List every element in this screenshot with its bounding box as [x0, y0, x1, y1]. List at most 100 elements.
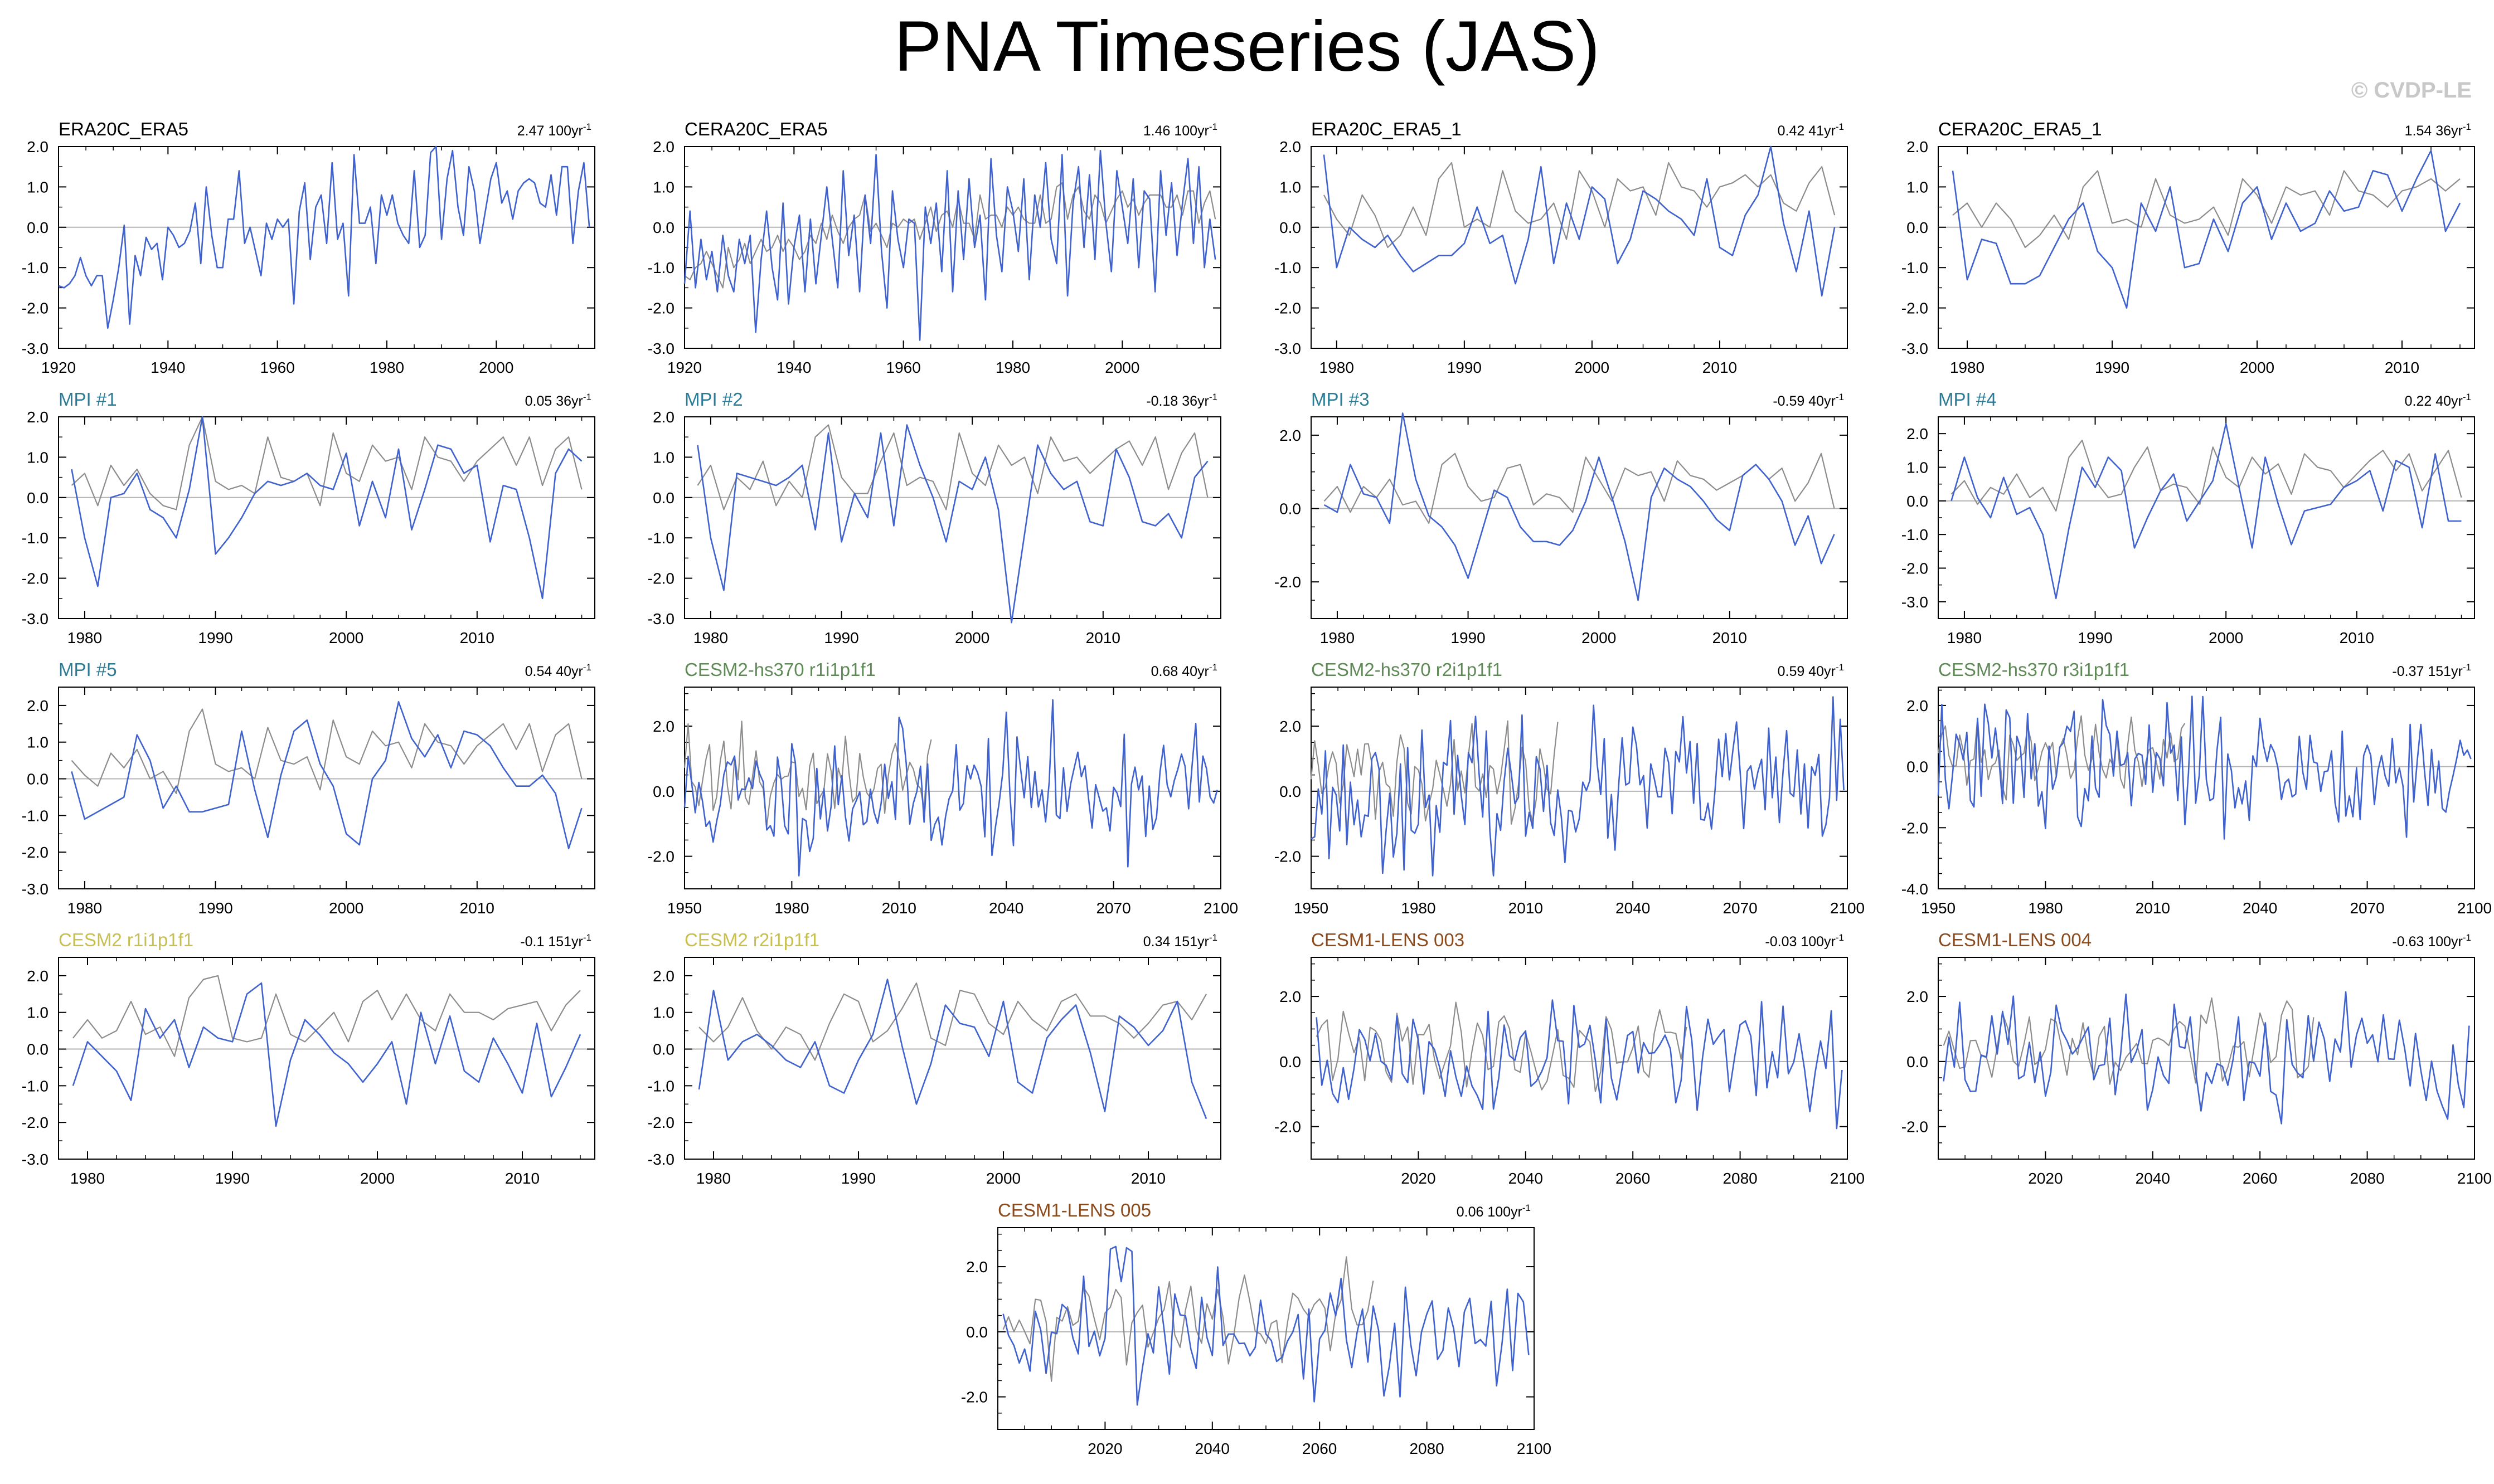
y-tick-label: -2.0 — [22, 300, 48, 317]
y-tick-label: -2.0 — [1274, 1118, 1301, 1136]
panel-trend: 0.06 100yr-1 — [1457, 1203, 1531, 1220]
x-tick-label: 2070 — [2350, 899, 2384, 917]
y-tick-label: 2.0 — [653, 967, 675, 985]
y-tick-label: 0.0 — [653, 219, 675, 236]
x-tick-label: 2100 — [1204, 899, 1238, 917]
y-tick-label: -1.0 — [1274, 259, 1301, 276]
y-tick-label: 2.0 — [1906, 697, 1928, 714]
y-tick-label: 0.0 — [27, 219, 48, 236]
x-tick-label: 1980 — [1947, 629, 1982, 646]
panel-16: CESM1-LENS 005 0.06 100yr-1 -2.0 0.0 2.0 2020… — [961, 1200, 1551, 1457]
x-tick-label: 2010 — [460, 629, 494, 646]
panel-frame — [684, 957, 1221, 1160]
y-tick-label: 2.0 — [966, 1258, 988, 1276]
y-tick-label: 2.0 — [1279, 138, 1301, 155]
x-tick-label: 1950 — [1921, 899, 1956, 917]
panel-trend: 0.54 40yr-1 — [525, 662, 591, 679]
x-tick-label: 2060 — [2243, 1170, 2277, 1187]
y-tick-label: 2.0 — [653, 718, 675, 735]
panel-title: MPI #5 — [59, 659, 117, 680]
y-tick-label: -3.0 — [1901, 593, 1928, 611]
x-tick-label: 2000 — [955, 629, 989, 646]
model-series-line — [1323, 412, 1835, 601]
x-tick-label: 2000 — [1105, 359, 1139, 376]
panel-7: MPI #4 0.22 40yr-1 -3.0 -2.0 -1.0 0.0 1.0 2.0 19… — [1901, 389, 2475, 646]
x-tick-label: 2010 — [460, 899, 494, 917]
x-tick-label: 2080 — [1722, 1170, 1757, 1187]
panel-frame — [1311, 416, 1848, 619]
y-tick-label: -3.0 — [648, 1151, 675, 1168]
y-tick-label: 2.0 — [27, 697, 48, 714]
y-tick-label: 1.0 — [1906, 459, 1928, 476]
panel-title: MPI #3 — [1311, 389, 1370, 410]
panel-trend: 0.42 41yr-1 — [1778, 121, 1844, 139]
y-tick-label: -3.0 — [648, 610, 675, 627]
panel-title: CESM1-LENS 005 — [998, 1200, 1151, 1220]
y-tick-label: -2.0 — [1901, 560, 1928, 577]
model-series-line — [1937, 695, 2472, 840]
y-tick-label: 1.0 — [27, 449, 48, 466]
x-tick-label: 2000 — [986, 1170, 1021, 1187]
x-tick-label: 1980 — [1950, 359, 1984, 376]
model-series-line — [71, 701, 583, 849]
y-tick-label: 2.0 — [1279, 988, 1301, 1005]
panel-1: CERA20C_ERA5 1.46 100yr-1 -3.0 -2.0 -1.0 0.0 1… — [648, 119, 1221, 376]
x-tick-label: 2010 — [505, 1170, 540, 1187]
y-tick-label: 1.0 — [27, 734, 48, 751]
panel-frame — [1311, 687, 1848, 889]
x-tick-label: 2020 — [1088, 1440, 1122, 1457]
x-tick-label: 1940 — [151, 359, 185, 376]
x-tick-label: 1940 — [777, 359, 811, 376]
y-tick-label: -3.0 — [22, 1151, 48, 1168]
x-tick-label: 1990 — [198, 629, 232, 646]
copyright-label: © CVDP-LE — [2351, 78, 2472, 103]
model-series-line — [72, 982, 581, 1127]
y-tick-label: -2.0 — [648, 848, 675, 865]
y-tick-label: -3.0 — [1274, 340, 1301, 357]
obs-series-line — [1310, 720, 1559, 825]
panel-title: CERA20C_ERA5_1 — [1938, 119, 2102, 139]
y-tick-label: -3.0 — [22, 880, 48, 898]
x-tick-label: 2040 — [1615, 899, 1650, 917]
y-tick-label: 0.0 — [1279, 783, 1301, 800]
obs-series-line — [1950, 440, 2462, 512]
x-tick-label: 2010 — [2385, 359, 2419, 376]
x-tick-label: 2010 — [1086, 629, 1120, 646]
y-tick-label: -2.0 — [1901, 300, 1928, 317]
panel-frame — [1311, 957, 1848, 1160]
y-tick-label: 1.0 — [27, 178, 48, 196]
x-tick-label: 2020 — [2028, 1170, 2063, 1187]
x-tick-label: 1980 — [996, 359, 1030, 376]
panel-trend: 0.05 36yr-1 — [525, 392, 591, 409]
panel-11: CESM2-hs370 r3i1p1f1 -0.37 151yr-1 -4.0 -2.… — [1901, 659, 2492, 917]
y-tick-label: -2.0 — [1274, 300, 1301, 317]
y-tick-label: -3.0 — [22, 340, 48, 357]
y-tick-label: 2.0 — [27, 138, 48, 155]
panel-trend: -0.18 36yr-1 — [1146, 392, 1217, 409]
x-tick-label: 2040 — [2243, 899, 2277, 917]
y-tick-label: -2.0 — [1274, 573, 1301, 591]
x-tick-label: 1980 — [1401, 899, 1435, 917]
x-tick-label: 1950 — [667, 899, 702, 917]
y-tick-label: 1.0 — [653, 449, 675, 466]
panel-trend: -0.63 100yr-1 — [2392, 932, 2471, 950]
panel-title: CESM1-LENS 004 — [1938, 930, 2092, 950]
obs-series-line — [1943, 997, 2315, 1085]
x-tick-label: 1990 — [824, 629, 858, 646]
x-tick-label: 2040 — [1195, 1440, 1230, 1457]
model-series-line — [1002, 1245, 1530, 1406]
obs-series-line — [71, 708, 583, 795]
model-series-line — [1950, 422, 2462, 600]
y-tick-label: 0.0 — [1906, 1053, 1928, 1071]
y-tick-label: -1.0 — [648, 529, 675, 547]
panel-2: ERA20C_ERA5_1 0.42 41yr-1 -3.0 -2.0 -1.0 0.0 1… — [1274, 119, 1848, 376]
panel-frame — [1938, 416, 2475, 619]
x-tick-label: 1980 — [370, 359, 404, 376]
y-tick-label: -2.0 — [1274, 848, 1301, 865]
model-series-line — [58, 145, 590, 329]
panel-frame — [58, 146, 595, 349]
x-tick-label: 1990 — [1450, 629, 1485, 646]
obs-series-line — [697, 424, 1209, 510]
panel-3: CERA20C_ERA5_1 1.54 36yr-1 -3.0 -2.0 -1.0 0.0… — [1901, 119, 2475, 376]
